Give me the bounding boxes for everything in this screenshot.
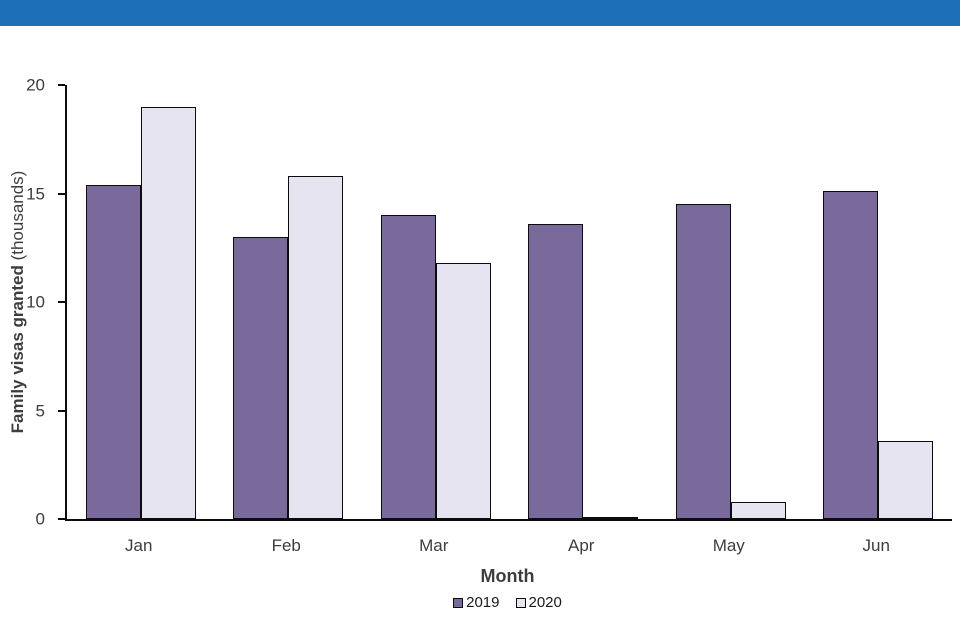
y-axis: 0 5 10 15 20 bbox=[0, 77, 65, 528]
x-axis-tick-label: Apr bbox=[568, 536, 595, 555]
legend-swatch-2020 bbox=[515, 597, 526, 608]
bar-2019-mar bbox=[380, 215, 436, 519]
bar-2019-jan bbox=[85, 184, 141, 519]
bar-2019-feb bbox=[233, 236, 289, 519]
y-axis-tick-mark bbox=[58, 409, 65, 412]
x-axis-tick-label: Feb bbox=[271, 536, 301, 555]
y-axis-tick-mark bbox=[58, 518, 65, 520]
bar-2020-jan bbox=[140, 106, 196, 519]
y-axis-tick-label: 10 bbox=[26, 292, 45, 312]
y-axis-tick-label: 0 bbox=[35, 509, 45, 529]
legend-label: 2019 bbox=[466, 594, 500, 611]
legend-item-2020: 2020 bbox=[515, 594, 562, 611]
legend: 2019 2020 bbox=[65, 594, 950, 611]
x-axis-tick-label: May bbox=[712, 536, 745, 555]
plot-area bbox=[65, 85, 952, 521]
x-axis-tick-label: Jan bbox=[125, 536, 153, 555]
y-axis-tick-label: 20 bbox=[26, 75, 45, 95]
legend-item-2019: 2019 bbox=[453, 594, 500, 611]
bar-2020-jun bbox=[878, 440, 934, 519]
bar-2020-apr bbox=[583, 516, 639, 519]
y-axis-tick-mark bbox=[58, 301, 65, 303]
bar-group-jan bbox=[67, 85, 215, 519]
bar-2019-jun bbox=[823, 191, 879, 519]
bar-2020-feb bbox=[288, 176, 344, 519]
y-axis-tick-mark bbox=[58, 84, 65, 86]
y-axis-tick-label: 15 bbox=[26, 184, 45, 203]
bar-2019-apr bbox=[528, 223, 584, 519]
bar-group-jun bbox=[805, 85, 953, 519]
x-axis-tick-label: Mar bbox=[419, 536, 449, 555]
bar-2020-mar bbox=[435, 262, 491, 519]
top-banner bbox=[0, 0, 960, 26]
bar-group-feb bbox=[215, 85, 363, 519]
bar-2019-may bbox=[675, 204, 731, 519]
legend-swatch-2019 bbox=[453, 597, 464, 608]
bar-2020-may bbox=[730, 501, 786, 519]
x-axis-tick-label: Jun bbox=[862, 536, 890, 555]
y-axis-tick-mark bbox=[58, 192, 65, 195]
y-axis-tick-label: 5 bbox=[35, 401, 45, 420]
bar-group-mar bbox=[362, 85, 510, 519]
x-axis: Jan Feb Mar Apr May Jun bbox=[65, 536, 950, 556]
bar-group-may bbox=[657, 85, 805, 519]
x-axis-title: Month bbox=[480, 566, 535, 586]
legend-label: 2020 bbox=[528, 594, 562, 611]
bar-chart: Family visas granted (thousands) 0 5 10 15 2… bbox=[0, 26, 960, 640]
bar-group-apr bbox=[510, 85, 658, 519]
